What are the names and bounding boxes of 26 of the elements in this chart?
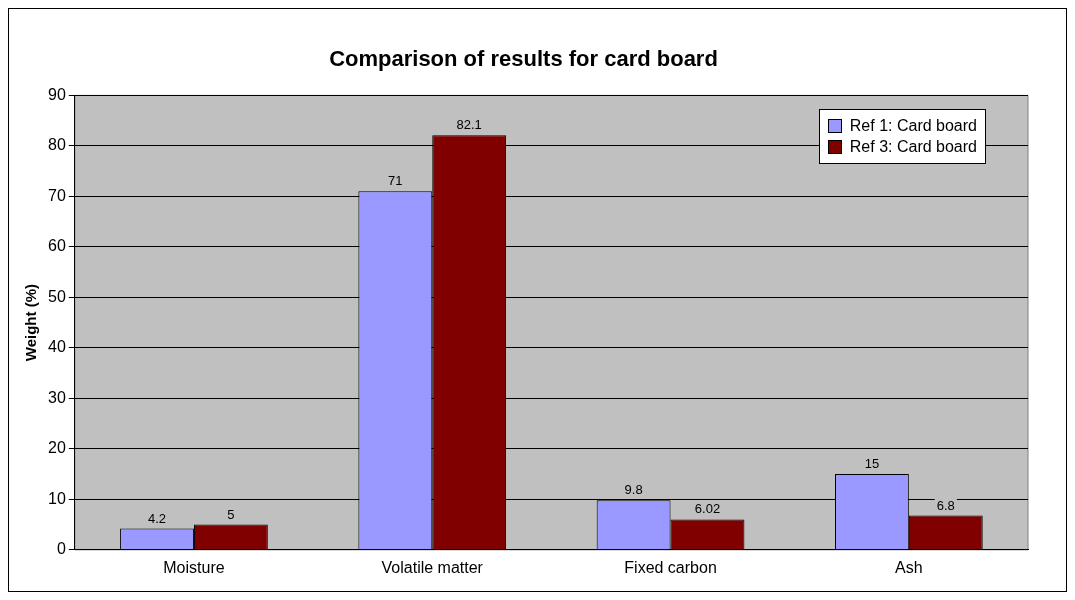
legend-label: Ref 3: Card board	[849, 138, 977, 157]
y-tick-label: 40	[48, 338, 66, 356]
y-tick-label: 90	[48, 85, 66, 103]
y-tick-label: 10	[48, 489, 66, 507]
y-tick-label: 20	[48, 439, 66, 457]
x-tick-label: Moisture	[163, 558, 225, 576]
y-axis-title: Weight (%)	[22, 283, 40, 362]
data-label: 82.1	[456, 117, 482, 133]
y-tick-label: 0	[56, 540, 66, 558]
x-tick-label: Fixed carbon	[624, 558, 717, 576]
data-label: 6.02	[694, 501, 721, 517]
x-tick-label: Volatile matter	[381, 558, 484, 576]
x-tick-label: Ash	[895, 558, 923, 576]
data-label: 6.8	[936, 497, 955, 513]
y-tick-label: 30	[48, 388, 66, 406]
y-tick-label: 60	[48, 237, 66, 255]
y-tick-label: 70	[48, 186, 66, 204]
y-tick-label: 80	[48, 136, 66, 154]
y-tick-label: 50	[48, 287, 66, 305]
legend-label: Ref 1: Card board	[849, 117, 977, 136]
data-label: 4.2	[147, 510, 167, 526]
data-label: 71	[388, 173, 403, 189]
data-label: 5	[227, 506, 235, 522]
chart-title: Comparison of results for card board	[329, 46, 718, 72]
data-label: 15	[864, 456, 880, 472]
data-label: 9.8	[624, 482, 643, 498]
